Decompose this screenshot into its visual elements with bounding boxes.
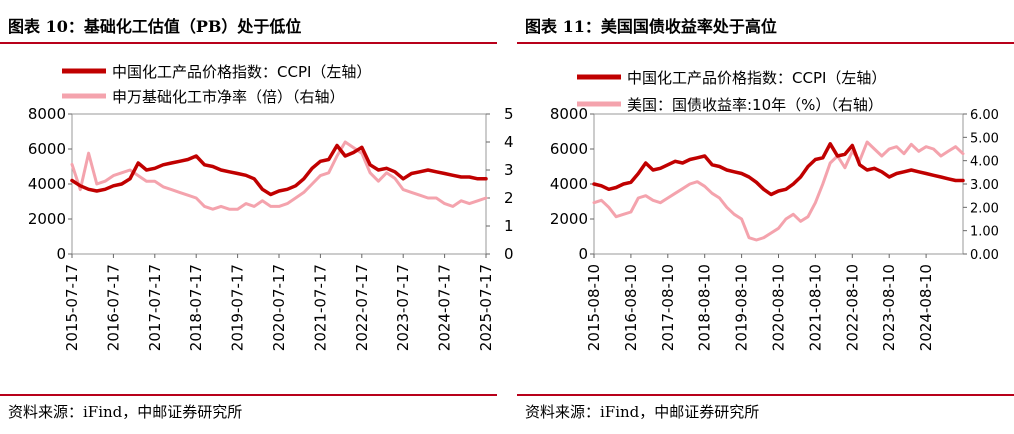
plot-area <box>71 113 487 255</box>
x-tick-label: 2023-08-10 <box>880 264 898 351</box>
series-line-ccpi <box>70 143 488 197</box>
y-right-tick-label: 3 <box>504 161 514 179</box>
x-tick-label: 2015-07-17 <box>63 264 81 351</box>
legend-label: 美国：国债收益率:10年（%）（右轴） <box>627 96 883 114</box>
x-tick-label: 2018-07-17 <box>187 264 205 351</box>
y-right-tick-label: 3.00 <box>970 178 999 193</box>
chart-svg: 中国化工产品价格指数：CCPI（左轴）美国：国债收益率:10年（%）（右轴）02… <box>550 69 999 351</box>
y-right-tick-label: 0.00 <box>970 248 999 263</box>
source-note: 资料来源：iFind，中邮证券研究所 <box>8 403 243 421</box>
y-right-tick-label: 5.00 <box>970 131 999 146</box>
x-tick-label: 2016-08-10 <box>622 264 640 351</box>
y-left-tick-label: 0 <box>56 245 66 263</box>
title-rule <box>0 42 497 44</box>
x-tick-label: 2016-07-17 <box>104 264 122 351</box>
right-panel: 图表 11：美国国债收益率处于高位 中国化工产品价格指数：CCPI（左轴） 美国：… <box>517 0 1014 434</box>
x-tick-label: 2020-08-10 <box>770 264 788 351</box>
chart-svg: 中国化工产品价格指数：CCPI（左轴） 申万基础化工市净率（倍）（右轴） 0 2000… <box>28 63 514 351</box>
series-line-ccpi <box>592 142 965 197</box>
y-right-tick-label: 6.00 <box>970 108 999 123</box>
y-right-tick-label: 5 <box>504 105 514 123</box>
y-right-tick-label: 2.00 <box>970 201 999 216</box>
y-left-tick-label: 6000 <box>28 140 66 158</box>
y-right-tick-label: 1 <box>504 217 514 235</box>
source-rule <box>517 394 1014 396</box>
y-left-tick-label: 4000 <box>550 175 588 193</box>
x-tick-label: 2025-07-17 <box>477 264 495 351</box>
x-tick-label: 2024-08-10 <box>917 264 935 351</box>
y-right-tick-label: 4 <box>504 133 514 151</box>
y-right-tick-label: 0 <box>504 245 514 263</box>
x-tick-label: 2023-07-17 <box>394 264 412 351</box>
y-left-tick-label: 2000 <box>550 210 588 228</box>
x-tick-label: 2024-07-17 <box>436 264 454 351</box>
y-right-tick-label: 1.00 <box>970 225 999 240</box>
legend-label: 中国化工产品价格指数：CCPI（左轴） <box>112 63 371 81</box>
y-left-tick-label: 4000 <box>28 175 66 193</box>
left-panel: 图表 10：基础化工估值（PB）处于低位 中国化工产品价格指数：CCPI（左轴）… <box>0 0 514 434</box>
x-tick-label: 2020-07-17 <box>270 264 288 351</box>
series-line-secondary <box>70 140 488 211</box>
figure-title: 图表 11：美国国债收益率处于高位 <box>525 17 777 36</box>
legend-label: 申万基础化工市净率（倍）（右轴） <box>112 88 345 106</box>
y-right-tick-label: 4.00 <box>970 155 999 170</box>
plot-area <box>593 113 964 255</box>
y-left-tick-label: 8000 <box>28 105 66 123</box>
title-rule <box>517 42 1014 44</box>
y-left-tick-label: 6000 <box>550 140 588 158</box>
x-tick-label: 2018-08-10 <box>696 264 714 351</box>
x-tick-label: 2015-08-10 <box>585 264 603 351</box>
x-tick-label: 2017-07-17 <box>146 264 164 351</box>
series-line-secondary <box>592 140 965 242</box>
source-rule <box>0 394 497 396</box>
y-right-tick-label: 2 <box>504 189 514 207</box>
y-left-tick-label: 0 <box>578 245 588 263</box>
x-tick-label: 2021-07-17 <box>311 264 329 351</box>
y-left-tick-label: 2000 <box>28 210 66 228</box>
figure-title: 图表 10：基础化工估值（PB）处于低位 <box>8 17 302 36</box>
x-tick-label: 2022-07-17 <box>353 264 371 351</box>
legend-label: 中国化工产品价格指数：CCPI（左轴） <box>627 69 886 87</box>
x-tick-label: 2019-07-17 <box>229 264 247 351</box>
x-tick-label: 2017-08-10 <box>659 264 677 351</box>
x-tick-label: 2022-08-10 <box>843 264 861 351</box>
x-tick-label: 2019-08-10 <box>733 264 751 351</box>
y-left-tick-label: 8000 <box>550 105 588 123</box>
x-tick-label: 2021-08-10 <box>806 264 824 351</box>
source-note: 资料来源：iFind，中邮证券研究所 <box>525 403 760 421</box>
